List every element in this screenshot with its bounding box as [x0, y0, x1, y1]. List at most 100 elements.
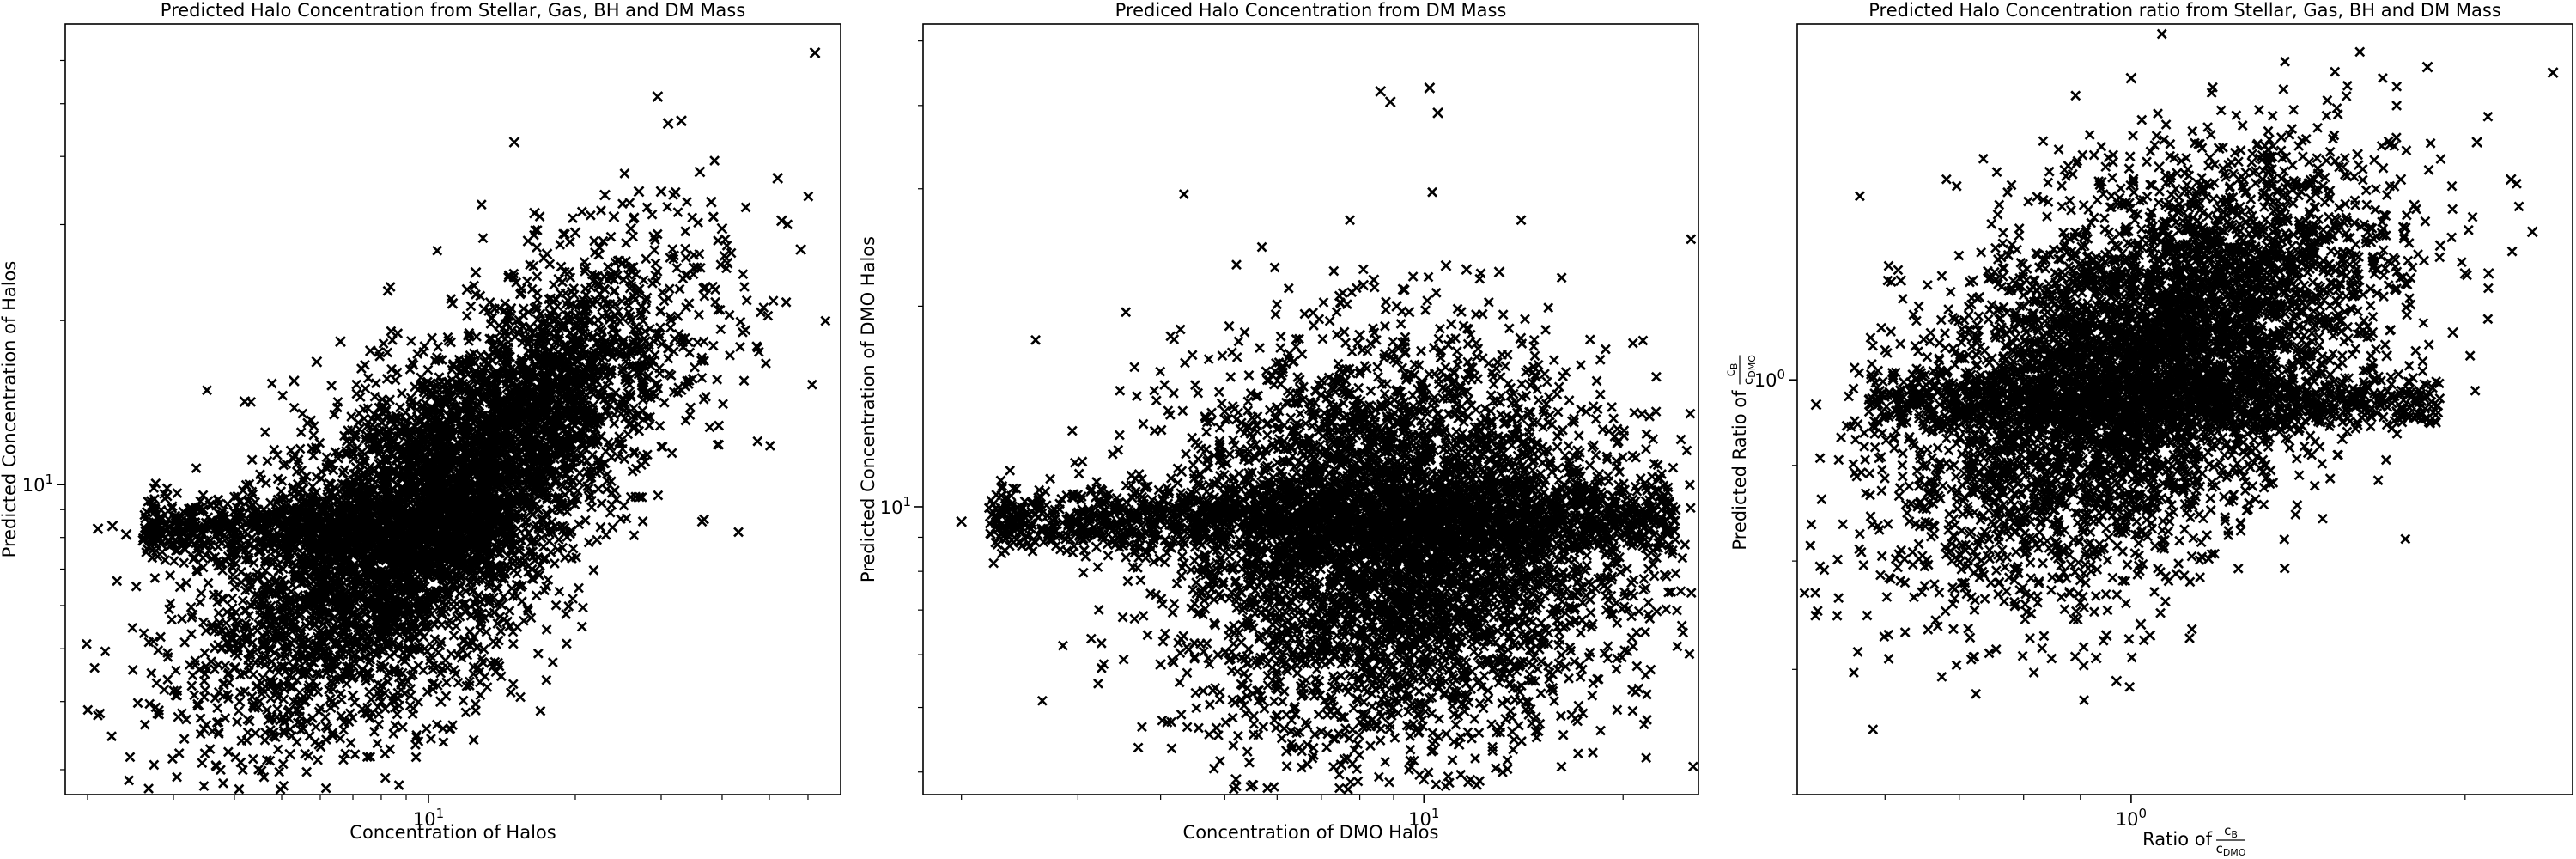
- scatter-point: [195, 597, 205, 608]
- scatter-point: [167, 753, 178, 765]
- scatter-point: [471, 643, 483, 654]
- scatter-point: [482, 682, 493, 692]
- scatter-point: [738, 375, 750, 387]
- scatter-point: [155, 631, 166, 643]
- scatter-point: [139, 719, 150, 730]
- scatter-point: [326, 380, 337, 391]
- scatter-point: [187, 670, 198, 681]
- scatter-point: [668, 190, 678, 200]
- scatter-point: [264, 664, 276, 675]
- scatter-point: [345, 737, 356, 748]
- scatter-point: [197, 758, 208, 769]
- scatter-point: [81, 638, 92, 649]
- scatter-point: [274, 766, 285, 777]
- scatter-point: [446, 649, 457, 660]
- scatter-point: [666, 448, 677, 459]
- scatter-point: [453, 677, 464, 688]
- scatter-point: [483, 577, 495, 588]
- scatter-point: [712, 374, 723, 385]
- scatter-point: [405, 336, 416, 346]
- scatter-point: [476, 199, 487, 210]
- scatter-point: [532, 271, 543, 282]
- scatter-point: [460, 707, 471, 718]
- scatter-point: [349, 749, 361, 760]
- scatter-point: [204, 744, 216, 755]
- scatter-point: [185, 601, 197, 612]
- scatter-point: [662, 201, 673, 212]
- scatter-point: [561, 609, 572, 620]
- scatter-point: [627, 466, 638, 477]
- scatter-point: [197, 617, 209, 628]
- scatter-point: [310, 722, 321, 733]
- scatter-point: [212, 703, 223, 714]
- scatter-point: [507, 679, 519, 690]
- scatter-point: [752, 436, 763, 447]
- scatter-point: [370, 378, 381, 389]
- scatter-cloud: [81, 155, 831, 795]
- scatter-point: [448, 630, 459, 641]
- scatter-point: [659, 397, 670, 408]
- scatter-point: [758, 302, 769, 313]
- scatter-point: [781, 296, 792, 308]
- scatter-point: [336, 694, 347, 705]
- scatter-point: [710, 284, 720, 295]
- scatter-point: [644, 420, 655, 431]
- scatter-point: [132, 698, 143, 709]
- scatter-point: [124, 775, 135, 786]
- scatter-point: [672, 207, 683, 218]
- scatter-point: [355, 392, 366, 403]
- scatter-point: [396, 387, 407, 399]
- scatter-point: [380, 772, 391, 783]
- scatter-point: [563, 600, 574, 612]
- scatter-point: [468, 734, 479, 746]
- scatter-point: [234, 783, 245, 795]
- scatter-point: [550, 600, 562, 611]
- scatter-point: [619, 168, 630, 179]
- scatter-point: [704, 422, 715, 433]
- scatter-point: [82, 704, 94, 716]
- scatter-point: [179, 734, 190, 745]
- scatter-point: [465, 301, 477, 312]
- scatter-point: [578, 602, 588, 613]
- scatter-point: [641, 253, 652, 265]
- scatter-point: [232, 716, 242, 728]
- scatter-point: [426, 734, 436, 744]
- scatter-point: [761, 358, 771, 369]
- scatter-point: [390, 375, 401, 386]
- scatter-points: [81, 47, 831, 795]
- scatter-point: [740, 202, 751, 213]
- scatter-point: [764, 441, 775, 451]
- scatter-point: [125, 752, 136, 763]
- scatter-point: [277, 390, 289, 401]
- scatter-point: [246, 454, 258, 466]
- scatter-point: [181, 714, 191, 725]
- scatter-point: [504, 606, 515, 616]
- scatter-point: [495, 671, 507, 682]
- scatter-point: [768, 295, 779, 307]
- scatter-point: [149, 759, 160, 771]
- scatter-point: [451, 621, 462, 631]
- scatter-point: [168, 556, 179, 566]
- scatter-point: [162, 674, 173, 685]
- scatter-point: [725, 350, 735, 361]
- scatter-point: [151, 678, 162, 689]
- scatter-point: [738, 326, 748, 338]
- scatter-point: [262, 455, 273, 466]
- scatter-point: [153, 645, 164, 656]
- scatter-point: [427, 332, 438, 344]
- scatter-point: [583, 537, 594, 548]
- scatter-point: [368, 726, 380, 737]
- scatter-point: [203, 577, 214, 588]
- scatter-point: [441, 677, 452, 688]
- scatter-point: [554, 586, 565, 597]
- scatter-point: [629, 530, 640, 541]
- scatter-point: [112, 576, 123, 587]
- scatter-point: [422, 364, 434, 375]
- scatter-point: [541, 674, 552, 685]
- scatter-point: [364, 686, 374, 698]
- scatter-point: [165, 570, 176, 581]
- scatter-point: [735, 341, 745, 352]
- scatter-point: [308, 430, 319, 441]
- scatter-point: [549, 558, 560, 569]
